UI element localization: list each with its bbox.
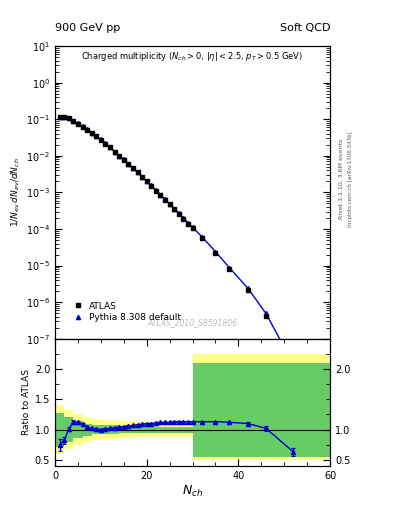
Pythia 8.308 default [99,136,103,142]
Y-axis label: $1/N_{ev}\,dN_{ev}/dN_{ch}$: $1/N_{ev}\,dN_{ev}/dN_{ch}$ [9,158,22,227]
Pythia 8.308 default [199,233,204,240]
Y-axis label: Ratio to ATLAS: Ratio to ATLAS [22,369,31,435]
Pythia 8.308 default [167,201,172,207]
Text: ATLAS_2010_S8591806: ATLAS_2010_S8591806 [147,318,238,327]
Pythia 8.308 default [75,120,80,126]
ATLAS [185,221,190,227]
Pythia 8.308 default [121,156,126,162]
ATLAS [103,141,108,147]
Pythia 8.308 default [181,215,186,221]
Pythia 8.308 default [190,224,195,230]
ATLAS [176,211,181,217]
Pythia 8.308 default [163,196,167,202]
Pythia 8.308 default [57,114,62,120]
Pythia 8.308 default [264,310,268,316]
ATLAS [190,225,195,231]
Pythia 8.308 default [89,130,94,136]
Pythia 8.308 default [154,187,158,193]
Pythia 8.308 default [80,123,85,130]
ATLAS [121,157,126,163]
ATLAS [245,287,250,293]
Line: Pythia 8.308 default: Pythia 8.308 default [57,115,314,386]
ATLAS [167,201,172,207]
ATLAS [80,123,85,130]
Pythia 8.308 default [309,380,314,387]
Pythia 8.308 default [108,144,112,151]
ATLAS [144,178,149,184]
ATLAS [112,148,117,155]
Text: Soft QCD: Soft QCD [280,23,330,33]
ATLAS [66,115,71,121]
Line: ATLAS: ATLAS [57,114,296,369]
ATLAS [99,137,103,143]
ATLAS [172,206,176,212]
ATLAS [130,165,135,171]
ATLAS [213,250,218,256]
ATLAS [85,126,90,133]
X-axis label: $N_{ch}$: $N_{ch}$ [182,483,203,499]
ATLAS [94,133,99,139]
Text: Rivet 3.1.10, 3.6M events: Rivet 3.1.10, 3.6M events [339,139,344,219]
ATLAS [154,188,158,194]
ATLAS [117,153,121,159]
Pythia 8.308 default [213,248,218,254]
Pythia 8.308 default [144,178,149,184]
ATLAS [62,114,66,120]
Pythia 8.308 default [130,165,135,171]
Pythia 8.308 default [245,285,250,291]
ATLAS [140,174,145,180]
ATLAS [149,183,154,189]
Pythia 8.308 default [291,361,296,367]
ATLAS [126,161,131,167]
Pythia 8.308 default [185,220,190,226]
Pythia 8.308 default [117,153,121,159]
ATLAS [163,197,167,203]
Legend: ATLAS, Pythia 8.308 default: ATLAS, Pythia 8.308 default [68,298,184,326]
ATLAS [181,216,186,222]
ATLAS [57,114,62,120]
Pythia 8.308 default [94,133,99,139]
Pythia 8.308 default [172,205,176,211]
Pythia 8.308 default [140,174,145,180]
ATLAS [75,120,80,126]
Pythia 8.308 default [227,265,231,271]
Pythia 8.308 default [62,114,66,120]
Text: 900 GeV pp: 900 GeV pp [55,23,120,33]
Pythia 8.308 default [66,115,71,121]
ATLAS [158,192,163,198]
Pythia 8.308 default [176,210,181,216]
ATLAS [71,118,76,124]
Pythia 8.308 default [85,126,90,133]
Text: Charged multiplicity ($N_{ch} > 0$, $|\eta| < 2.5$, $p_T > 0.5$ GeV): Charged multiplicity ($N_{ch} > 0$, $|\e… [81,51,304,63]
ATLAS [227,266,231,272]
Pythia 8.308 default [71,118,76,124]
Pythia 8.308 default [126,161,131,167]
ATLAS [199,234,204,241]
Pythia 8.308 default [103,140,108,146]
ATLAS [89,130,94,136]
Pythia 8.308 default [135,169,140,176]
Pythia 8.308 default [149,182,154,188]
ATLAS [291,364,296,370]
Text: mcplots.cern.ch [arXiv:1306.3436]: mcplots.cern.ch [arXiv:1306.3436] [348,132,353,227]
Pythia 8.308 default [158,191,163,198]
ATLAS [108,144,112,151]
ATLAS [135,169,140,176]
Pythia 8.308 default [112,148,117,155]
ATLAS [264,312,268,318]
